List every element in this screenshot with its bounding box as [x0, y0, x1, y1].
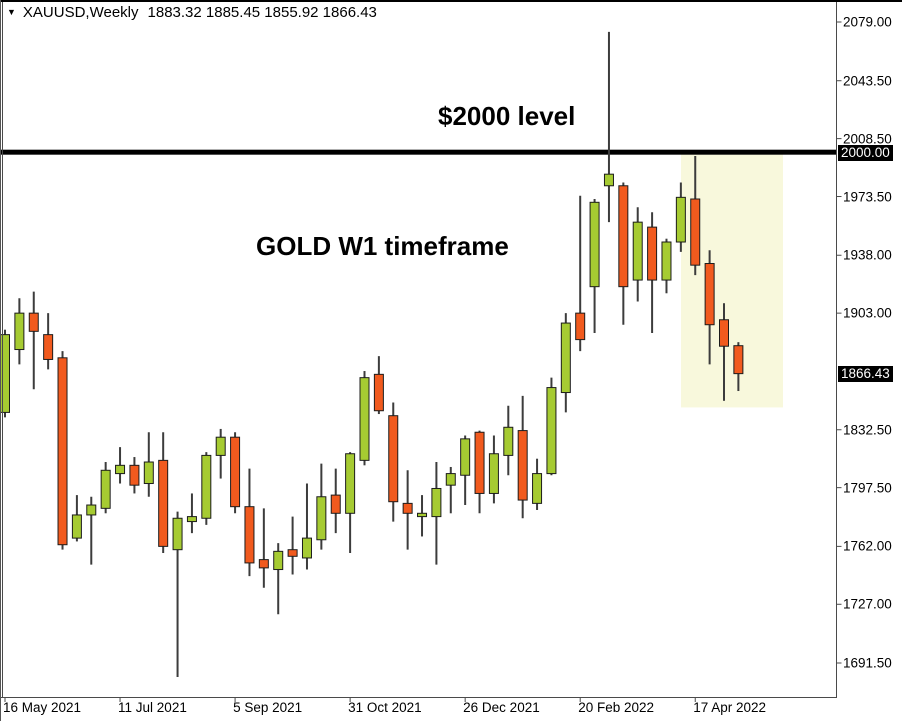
- candle-body: [661, 241, 672, 281]
- candle-body: [201, 454, 212, 519]
- candle-body: [373, 373, 384, 412]
- candle-body: [71, 514, 82, 539]
- highlight-box[interactable]: [681, 154, 783, 408]
- window-top-border: [0, 0, 902, 2]
- candle-body: [517, 430, 528, 501]
- annotation-gold-w1-timeframe: GOLD W1 timeframe: [256, 231, 509, 261]
- candle-body: [0, 334, 10, 413]
- candle-body: [632, 221, 643, 281]
- y-axis-label: 1797.50: [843, 480, 892, 496]
- y-axis-label: 1903.00: [843, 305, 892, 321]
- dropdown-triangle-icon[interactable]: ▼: [7, 7, 16, 17]
- candle-body: [546, 387, 557, 475]
- candle-body: [115, 464, 126, 475]
- candle-body: [230, 436, 241, 508]
- ohlc-readout: 1883.32 1885.45 1855.92 1866.43: [147, 4, 377, 21]
- candle-body: [503, 426, 514, 456]
- candle-body: [359, 377, 370, 461]
- candle-body: [43, 334, 54, 360]
- candle-body: [647, 226, 658, 281]
- candle-body: [273, 550, 284, 571]
- x-axis-label: 5 Sep 2021: [233, 700, 303, 715]
- candle-body: [143, 461, 154, 485]
- candle-body: [474, 431, 485, 494]
- window-left-border: [0, 0, 1, 721]
- y-axis-label: 2008.50: [843, 131, 892, 147]
- candle-body: [675, 196, 686, 243]
- x-axis-label: 17 Apr 2022: [693, 700, 767, 715]
- candle-body: [330, 494, 341, 514]
- candle-body: [172, 517, 183, 551]
- y-axis-label: 1762.00: [843, 538, 892, 554]
- x-axis-label: 20 Feb 2022: [578, 700, 654, 715]
- y-axis-label: 2043.50: [843, 73, 892, 89]
- candle-body: [158, 459, 169, 547]
- candle-body: [460, 438, 471, 476]
- candle-body: [445, 473, 456, 486]
- candle-body: [575, 312, 586, 341]
- candle-body: [244, 506, 255, 564]
- candle-body: [690, 198, 701, 266]
- candle-body: [57, 357, 68, 546]
- candle-body: [258, 559, 269, 569]
- candle-body: [14, 312, 25, 351]
- candle-body: [560, 322, 571, 394]
- candle-body: [129, 464, 140, 486]
- y-axis-label: 2079.00: [843, 14, 892, 30]
- symbol-period-label: XAUUSD,Weekly: [22, 4, 139, 21]
- candle-body: [301, 537, 312, 559]
- candle-body: [431, 487, 442, 518]
- candle-body: [603, 173, 614, 187]
- candle-body: [388, 415, 399, 503]
- candle-body: [402, 502, 413, 514]
- candle-body: [618, 185, 629, 288]
- y-axis-label: 1832.50: [843, 422, 892, 438]
- y-axis-label: 1691.50: [843, 655, 892, 671]
- x-axis-label: 16 May 2021: [3, 700, 82, 715]
- candle-body: [345, 453, 356, 514]
- candle-body: [488, 453, 499, 494]
- level-price-badge: 2000.00: [838, 144, 893, 161]
- x-axis-label: 31 Oct 2021: [348, 700, 422, 715]
- chart-title-bar: ▼ XAUUSD,Weekly 1883.32 1885.45 1855.92 18…: [7, 4, 377, 21]
- candle-body: [100, 469, 111, 509]
- candle-body: [28, 312, 39, 332]
- y-axis-label: 1973.50: [843, 189, 892, 205]
- candle-body: [316, 496, 327, 541]
- candle-body: [719, 319, 729, 347]
- candle-body: [733, 345, 744, 375]
- x-axis-label: 11 Jul 2021: [118, 700, 187, 715]
- candle-body: [86, 504, 97, 516]
- candle-body: [287, 549, 298, 557]
- x-axis-label: 26 Dec 2021: [463, 700, 540, 715]
- candle-body: [215, 436, 226, 456]
- level-2000-line[interactable]: [0, 149, 836, 155]
- candle-body: [589, 201, 600, 288]
- y-axis-label: 1727.00: [843, 596, 892, 612]
- candle-body: [704, 263, 715, 326]
- y-axis-label: 1938.00: [843, 247, 892, 263]
- candle-body: [532, 473, 543, 504]
- annotation-2000-level: $2000 level: [438, 101, 576, 131]
- current-price-badge: 1866.43: [838, 365, 893, 382]
- candle-body: [186, 516, 197, 523]
- candle-body: [417, 512, 428, 518]
